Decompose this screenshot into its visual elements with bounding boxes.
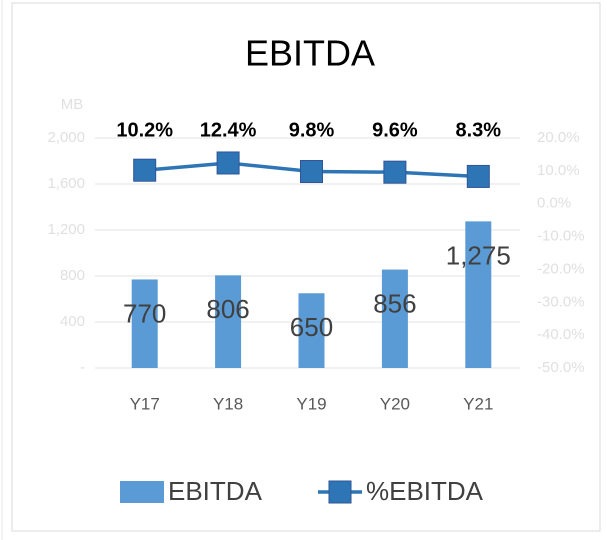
bar bbox=[298, 293, 325, 368]
y-tick-label: 2,000 bbox=[47, 129, 85, 146]
bar bbox=[465, 221, 492, 368]
line-marker bbox=[300, 160, 323, 184]
bar-value-label: 806 bbox=[206, 294, 249, 324]
y2-tick-label: -50.0% bbox=[537, 359, 585, 376]
y2-tick-label: -40.0% bbox=[537, 326, 585, 343]
y2-tick-label: 20.0% bbox=[537, 129, 580, 146]
line-marker bbox=[216, 151, 240, 175]
y-axis-label: MB bbox=[61, 96, 84, 113]
y2-tick-label: 10.0% bbox=[537, 162, 580, 179]
bar-value-label: 856 bbox=[373, 288, 416, 318]
line-value-label: 9.8% bbox=[289, 119, 335, 141]
bar-value-label: 770 bbox=[123, 298, 166, 328]
x-tick-label: Y21 bbox=[463, 394, 493, 413]
y2-tick-label: -10.0% bbox=[537, 228, 585, 245]
x-tick-label: Y18 bbox=[213, 394, 243, 413]
legend-label: EBITDA bbox=[168, 476, 263, 506]
x-tick-label: Y19 bbox=[296, 394, 326, 413]
line-value-label: 9.6% bbox=[372, 119, 418, 141]
legend-swatch bbox=[120, 481, 164, 503]
y-tick-label: 1,200 bbox=[47, 221, 85, 238]
line-marker bbox=[383, 160, 407, 184]
legend-label: %EBITDA bbox=[366, 476, 484, 506]
bar-value-label: 1,275 bbox=[446, 240, 511, 270]
bar bbox=[215, 275, 242, 368]
bar bbox=[381, 269, 408, 368]
y-tick-label: 800 bbox=[60, 267, 85, 284]
y-tick-label: 1,600 bbox=[47, 175, 85, 192]
line-marker bbox=[133, 158, 157, 182]
line-value-label: 10.2% bbox=[116, 119, 173, 141]
y2-tick-label: 0.0% bbox=[537, 195, 571, 212]
chart-title: EBITDA bbox=[245, 33, 375, 74]
legend-swatch-marker bbox=[328, 480, 352, 504]
y2-tick-label: -30.0% bbox=[537, 293, 585, 310]
line-value-label: 8.3% bbox=[456, 119, 502, 141]
y2-tick-label: -20.0% bbox=[537, 260, 585, 277]
x-tick-label: Y17 bbox=[130, 394, 160, 413]
y-tick-label: - bbox=[80, 359, 85, 376]
bar bbox=[131, 279, 158, 368]
line-marker bbox=[466, 164, 490, 188]
x-tick-label: Y20 bbox=[380, 394, 410, 413]
line-value-label: 12.4% bbox=[200, 119, 257, 141]
y-tick-label: 400 bbox=[60, 313, 85, 330]
bar-value-label: 650 bbox=[290, 312, 333, 342]
chart-frame bbox=[11, 2, 601, 532]
